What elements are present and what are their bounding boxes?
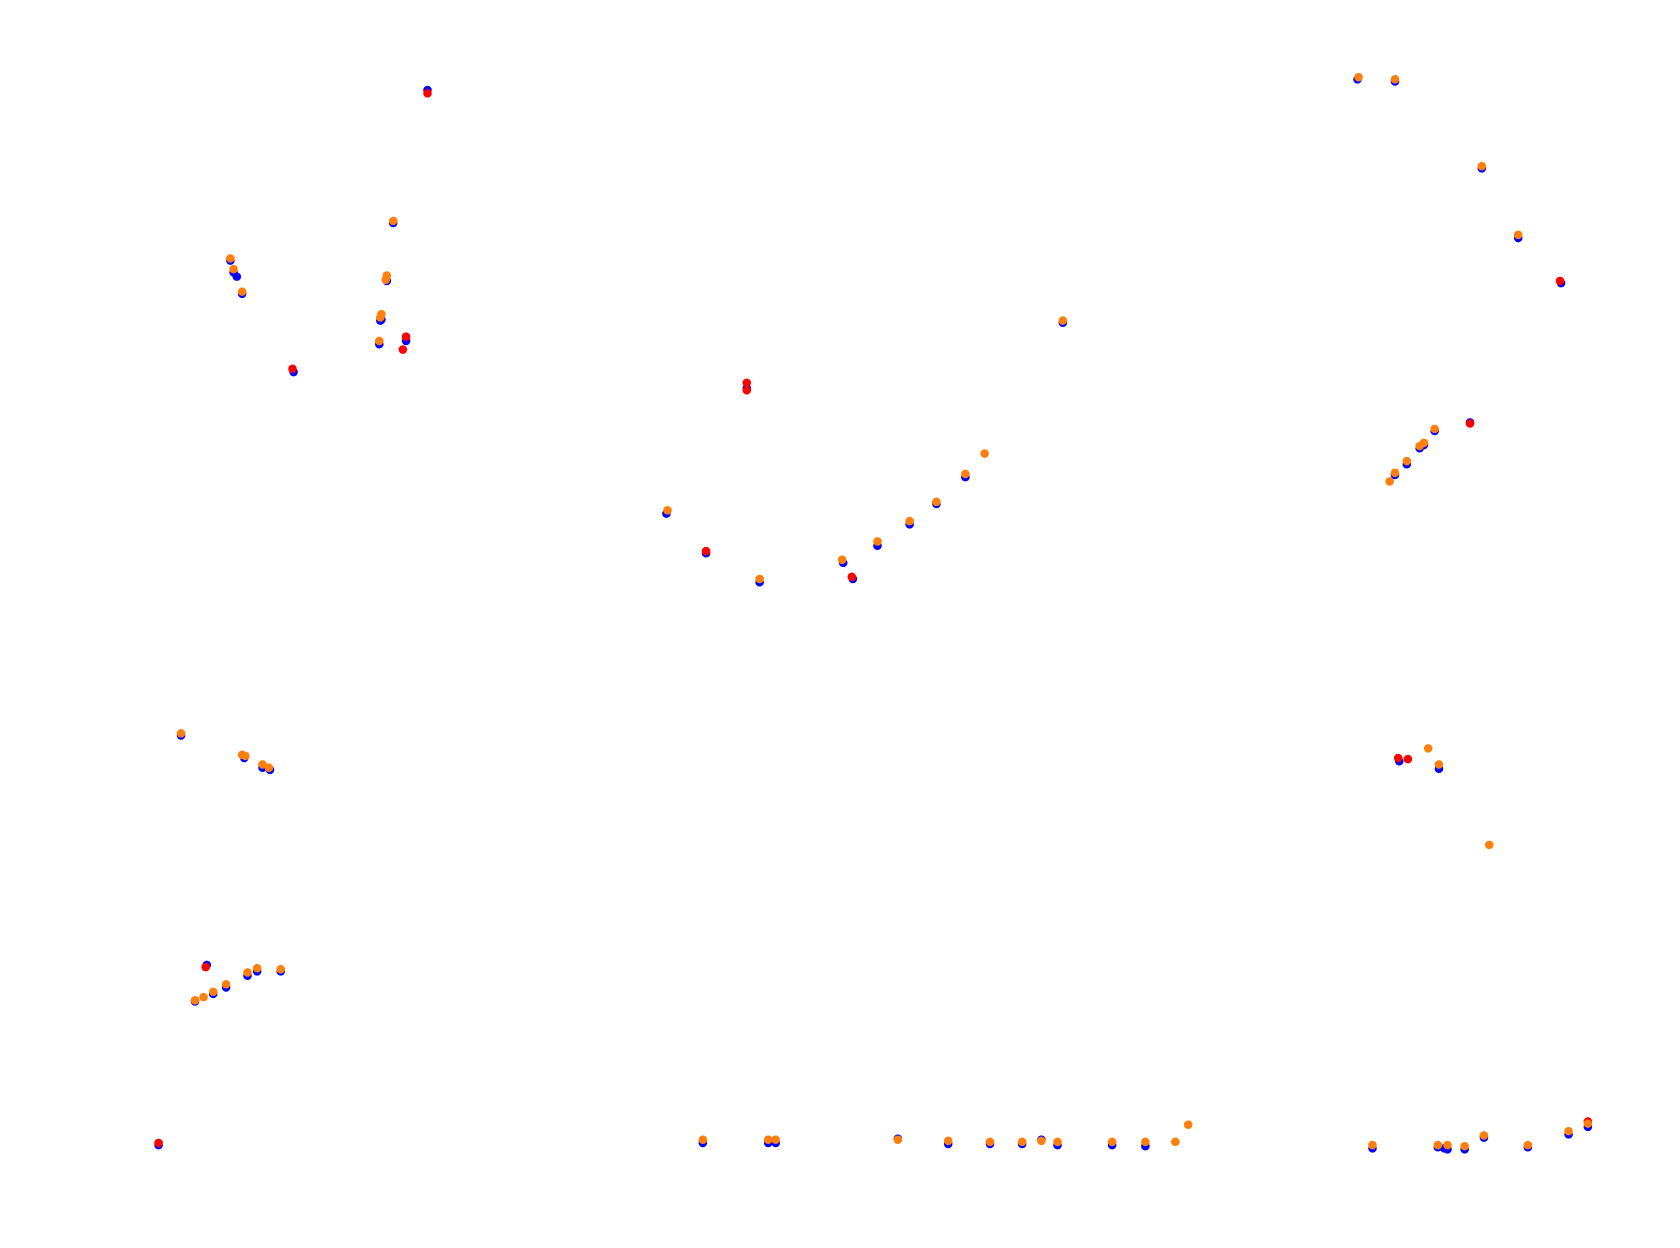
point xyxy=(388,216,398,226)
point xyxy=(1402,456,1412,466)
point xyxy=(1037,1136,1046,1146)
point xyxy=(1523,1140,1533,1150)
point xyxy=(229,264,238,274)
point xyxy=(1513,230,1523,240)
point xyxy=(980,449,989,458)
point xyxy=(252,963,262,973)
point xyxy=(1443,1140,1452,1150)
point xyxy=(1583,1119,1593,1128)
point xyxy=(932,497,941,507)
point xyxy=(276,964,286,974)
point xyxy=(1141,1137,1150,1147)
point xyxy=(1403,754,1413,764)
point xyxy=(1390,468,1400,478)
point xyxy=(1423,744,1433,753)
point xyxy=(837,555,847,564)
point xyxy=(1368,1140,1377,1150)
point xyxy=(742,378,752,388)
point xyxy=(241,751,250,761)
point xyxy=(1183,1120,1193,1130)
point xyxy=(1419,438,1429,448)
point xyxy=(1354,72,1363,82)
point xyxy=(873,537,882,546)
point xyxy=(905,516,914,526)
point xyxy=(1465,419,1475,428)
point xyxy=(381,275,391,285)
point xyxy=(226,254,235,263)
point xyxy=(742,385,752,395)
point xyxy=(663,506,672,515)
point xyxy=(985,1137,995,1147)
point xyxy=(1479,1131,1489,1140)
point xyxy=(1017,1137,1027,1147)
point xyxy=(1385,477,1394,486)
point xyxy=(701,546,711,556)
point xyxy=(201,962,211,972)
point xyxy=(1053,1137,1062,1147)
point xyxy=(376,313,385,322)
point xyxy=(1484,840,1494,850)
point xyxy=(847,572,857,582)
point xyxy=(176,729,186,738)
point xyxy=(154,1138,163,1148)
point xyxy=(258,760,267,769)
point xyxy=(1434,760,1444,769)
point xyxy=(401,332,411,341)
point xyxy=(1058,316,1068,325)
point xyxy=(1555,276,1565,286)
point xyxy=(221,979,231,989)
point xyxy=(288,364,297,374)
point xyxy=(1433,1140,1443,1150)
point xyxy=(190,996,200,1005)
point xyxy=(763,1135,773,1145)
point xyxy=(423,88,432,98)
point xyxy=(893,1135,903,1145)
point xyxy=(755,574,764,584)
point xyxy=(237,287,247,296)
point xyxy=(243,968,252,977)
point xyxy=(1477,161,1487,171)
point xyxy=(208,987,218,997)
point xyxy=(199,992,208,1002)
point xyxy=(398,345,408,354)
point xyxy=(264,763,274,772)
point xyxy=(698,1135,708,1145)
point xyxy=(1393,753,1403,763)
point xyxy=(1564,1126,1573,1136)
point xyxy=(1171,1137,1180,1147)
point xyxy=(1390,75,1400,84)
point xyxy=(1460,1141,1469,1151)
point xyxy=(1107,1137,1117,1147)
point xyxy=(961,469,970,479)
point xyxy=(1430,424,1439,434)
point xyxy=(232,272,242,281)
point xyxy=(943,1136,953,1146)
point xyxy=(374,336,384,346)
point xyxy=(771,1135,781,1145)
